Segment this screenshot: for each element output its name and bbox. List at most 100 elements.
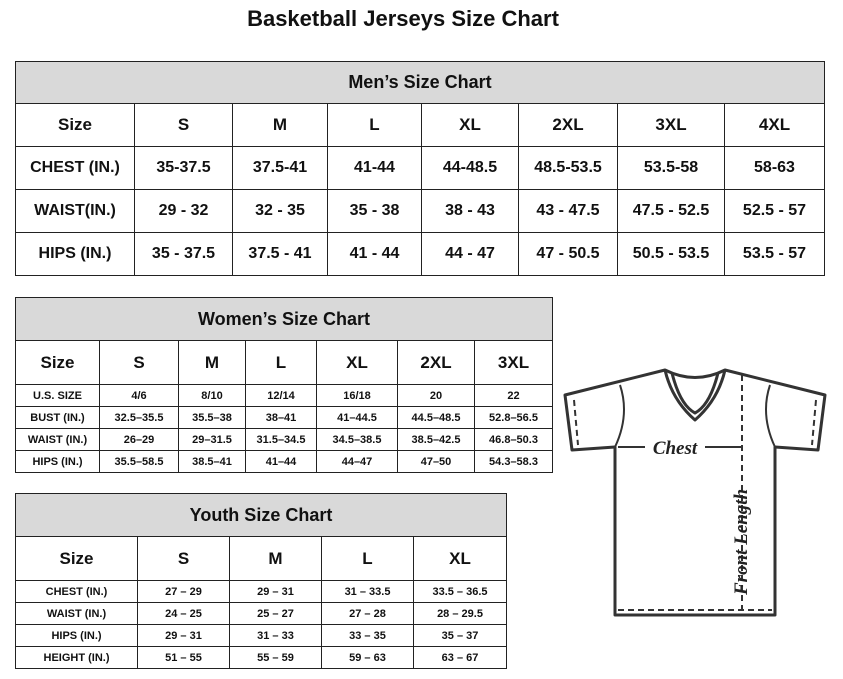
row-label: U.S. SIZE	[15, 384, 100, 407]
header-row: Size S M L XL	[15, 536, 508, 581]
column-header: 2XL	[397, 340, 475, 385]
table-cell: 29 - 32	[134, 189, 233, 233]
table-row: U.S. SIZE 4/6 8/10 12/14 16/18 20 22	[15, 384, 554, 407]
column-header: Size	[15, 340, 100, 385]
table-cell: 52.5 - 57	[724, 189, 825, 233]
chest-label: Chest	[653, 438, 698, 459]
row-label: HIPS (IN.)	[15, 450, 100, 473]
table-cell: 38 - 43	[421, 189, 519, 233]
table-row: WAIST (IN.) 26–29 29–31.5 31.5–34.5 34.5–38.…	[15, 428, 554, 451]
table-cell: 12/14	[245, 384, 317, 407]
table-cell: 48.5-53.5	[518, 146, 618, 190]
column-header: 4XL	[724, 103, 825, 147]
table-row: CHEST (IN.) 27 – 29 29 – 31 31 – 33.5 33.5 –…	[15, 580, 508, 603]
table-cell: 38.5–41	[178, 450, 246, 473]
youth-size-table: Youth Size Chart Size S M L XL CHEST (IN.) 27 …	[14, 493, 508, 669]
mens-size-table: Men’s Size Chart Size S M L XL 2XL 3XL 4XL CHEST…	[15, 61, 825, 276]
table-cell: 35 – 37	[412, 624, 508, 647]
table-cell: 37.5 - 41	[232, 232, 328, 276]
column-header: Size	[15, 103, 135, 147]
table-cell: 58-63	[724, 146, 825, 190]
table-cell: 26–29	[99, 428, 179, 451]
column-header: 3XL	[617, 103, 725, 147]
page-title: Basketball Jerseys Size Chart	[247, 6, 559, 31]
table-cell: 41–44	[245, 450, 317, 473]
table-cell: 41 - 44	[327, 232, 422, 276]
table-cell: 38–41	[245, 406, 317, 429]
row-label: HIPS (IN.)	[15, 624, 138, 647]
table-cell: 44.5–48.5	[397, 406, 475, 429]
table-cell: 33.5 – 36.5	[412, 580, 508, 603]
row-label: BUST (IN.)	[15, 406, 100, 429]
column-header: M	[178, 340, 246, 385]
table-cell: 35 - 38	[327, 189, 422, 233]
table-row: WAIST(IN.) 29 - 32 32 - 35 35 - 38 38 - 43 43…	[15, 189, 825, 233]
table-cell: 35.5–58.5	[99, 450, 179, 473]
column-header: L	[327, 103, 422, 147]
table-cell: 37.5-41	[232, 146, 328, 190]
table-row: CHEST (IN.) 35-37.5 37.5-41 41-44 44-48.5 48.…	[15, 146, 825, 190]
table-cell: 33 – 35	[321, 624, 414, 647]
table-cell: 29 – 31	[137, 624, 230, 647]
table-cell: 32.5–35.5	[99, 406, 179, 429]
jersey-collar	[663, 369, 727, 422]
row-label: CHEST (IN.)	[15, 580, 138, 603]
table-cell: 31.5–34.5	[245, 428, 317, 451]
table-cell: 52.8–56.5	[473, 406, 554, 429]
column-header: Size	[15, 536, 138, 581]
table-cell: 50.5 - 53.5	[617, 232, 725, 276]
table-cell: 47 - 50.5	[518, 232, 618, 276]
table-cell: 34.5–38.5	[316, 428, 398, 451]
table-cell: 31 – 33	[229, 624, 322, 647]
row-label: WAIST(IN.)	[15, 189, 135, 233]
column-header: L	[245, 340, 317, 385]
table-row: BUST (IN.) 32.5–35.5 35.5–38 38–41 41–44.5 44…	[15, 406, 554, 429]
row-label: WAIST (IN.)	[15, 602, 138, 625]
column-header: XL	[421, 103, 519, 147]
table-title: Youth Size Chart	[14, 493, 508, 537]
column-header: XL	[412, 536, 508, 581]
column-header: M	[232, 103, 328, 147]
table-cell: 44–47	[316, 450, 398, 473]
row-label: HIPS (IN.)	[15, 232, 135, 276]
table-cell: 35-37.5	[134, 146, 233, 190]
column-header: S	[99, 340, 179, 385]
table-cell: 53.5 - 57	[724, 232, 825, 276]
table-row: HEIGHT (IN.) 51 – 55 55 – 59 59 – 63 63 – 67	[15, 646, 508, 669]
table-cell: 47.5 - 52.5	[617, 189, 725, 233]
table-cell: 44-48.5	[421, 146, 519, 190]
table-row: HIPS (IN.) 35.5–58.5 38.5–41 41–44 44–47 47–5…	[15, 450, 554, 473]
table-cell: 41–44.5	[316, 406, 398, 429]
table-cell: 55 – 59	[229, 646, 322, 669]
table-cell: 31 – 33.5	[321, 580, 414, 603]
table-cell: 63 – 67	[412, 646, 508, 669]
row-label: WAIST (IN.)	[15, 428, 100, 451]
table-cell: 16/18	[316, 384, 398, 407]
womens-size-table: Women’s Size Chart Size S M L XL 2XL 3XL U.S. S…	[14, 297, 554, 473]
column-header: XL	[316, 340, 398, 385]
column-header: M	[229, 536, 322, 581]
table-cell: 24 – 25	[137, 602, 230, 625]
front-length-label: Front Length	[731, 489, 752, 596]
table-title: Women’s Size Chart	[14, 297, 554, 341]
table-cell: 20	[397, 384, 475, 407]
table-cell: 46.8–50.3	[473, 428, 554, 451]
column-header: S	[137, 536, 230, 581]
column-header: S	[134, 103, 233, 147]
row-label: HEIGHT (IN.)	[15, 646, 138, 669]
table-row: HIPS (IN.) 35 - 37.5 37.5 - 41 41 - 44 44 - …	[15, 232, 825, 276]
table-row: HIPS (IN.) 29 – 31 31 – 33 33 – 35 35 – 37	[15, 624, 508, 647]
table-cell: 25 – 27	[229, 602, 322, 625]
table-cell: 27 – 28	[321, 602, 414, 625]
table-cell: 8/10	[178, 384, 246, 407]
table-cell: 44 - 47	[421, 232, 519, 276]
jersey-outline	[563, 368, 827, 617]
table-cell: 53.5-58	[617, 146, 725, 190]
table-cell: 4/6	[99, 384, 179, 407]
table-cell: 27 – 29	[137, 580, 230, 603]
row-label: CHEST (IN.)	[15, 146, 135, 190]
table-cell: 22	[473, 384, 554, 407]
table-cell: 47–50	[397, 450, 475, 473]
table-cell: 38.5–42.5	[397, 428, 475, 451]
table-row: WAIST (IN.) 24 – 25 25 – 27 27 – 28 28 – 29.…	[15, 602, 508, 625]
